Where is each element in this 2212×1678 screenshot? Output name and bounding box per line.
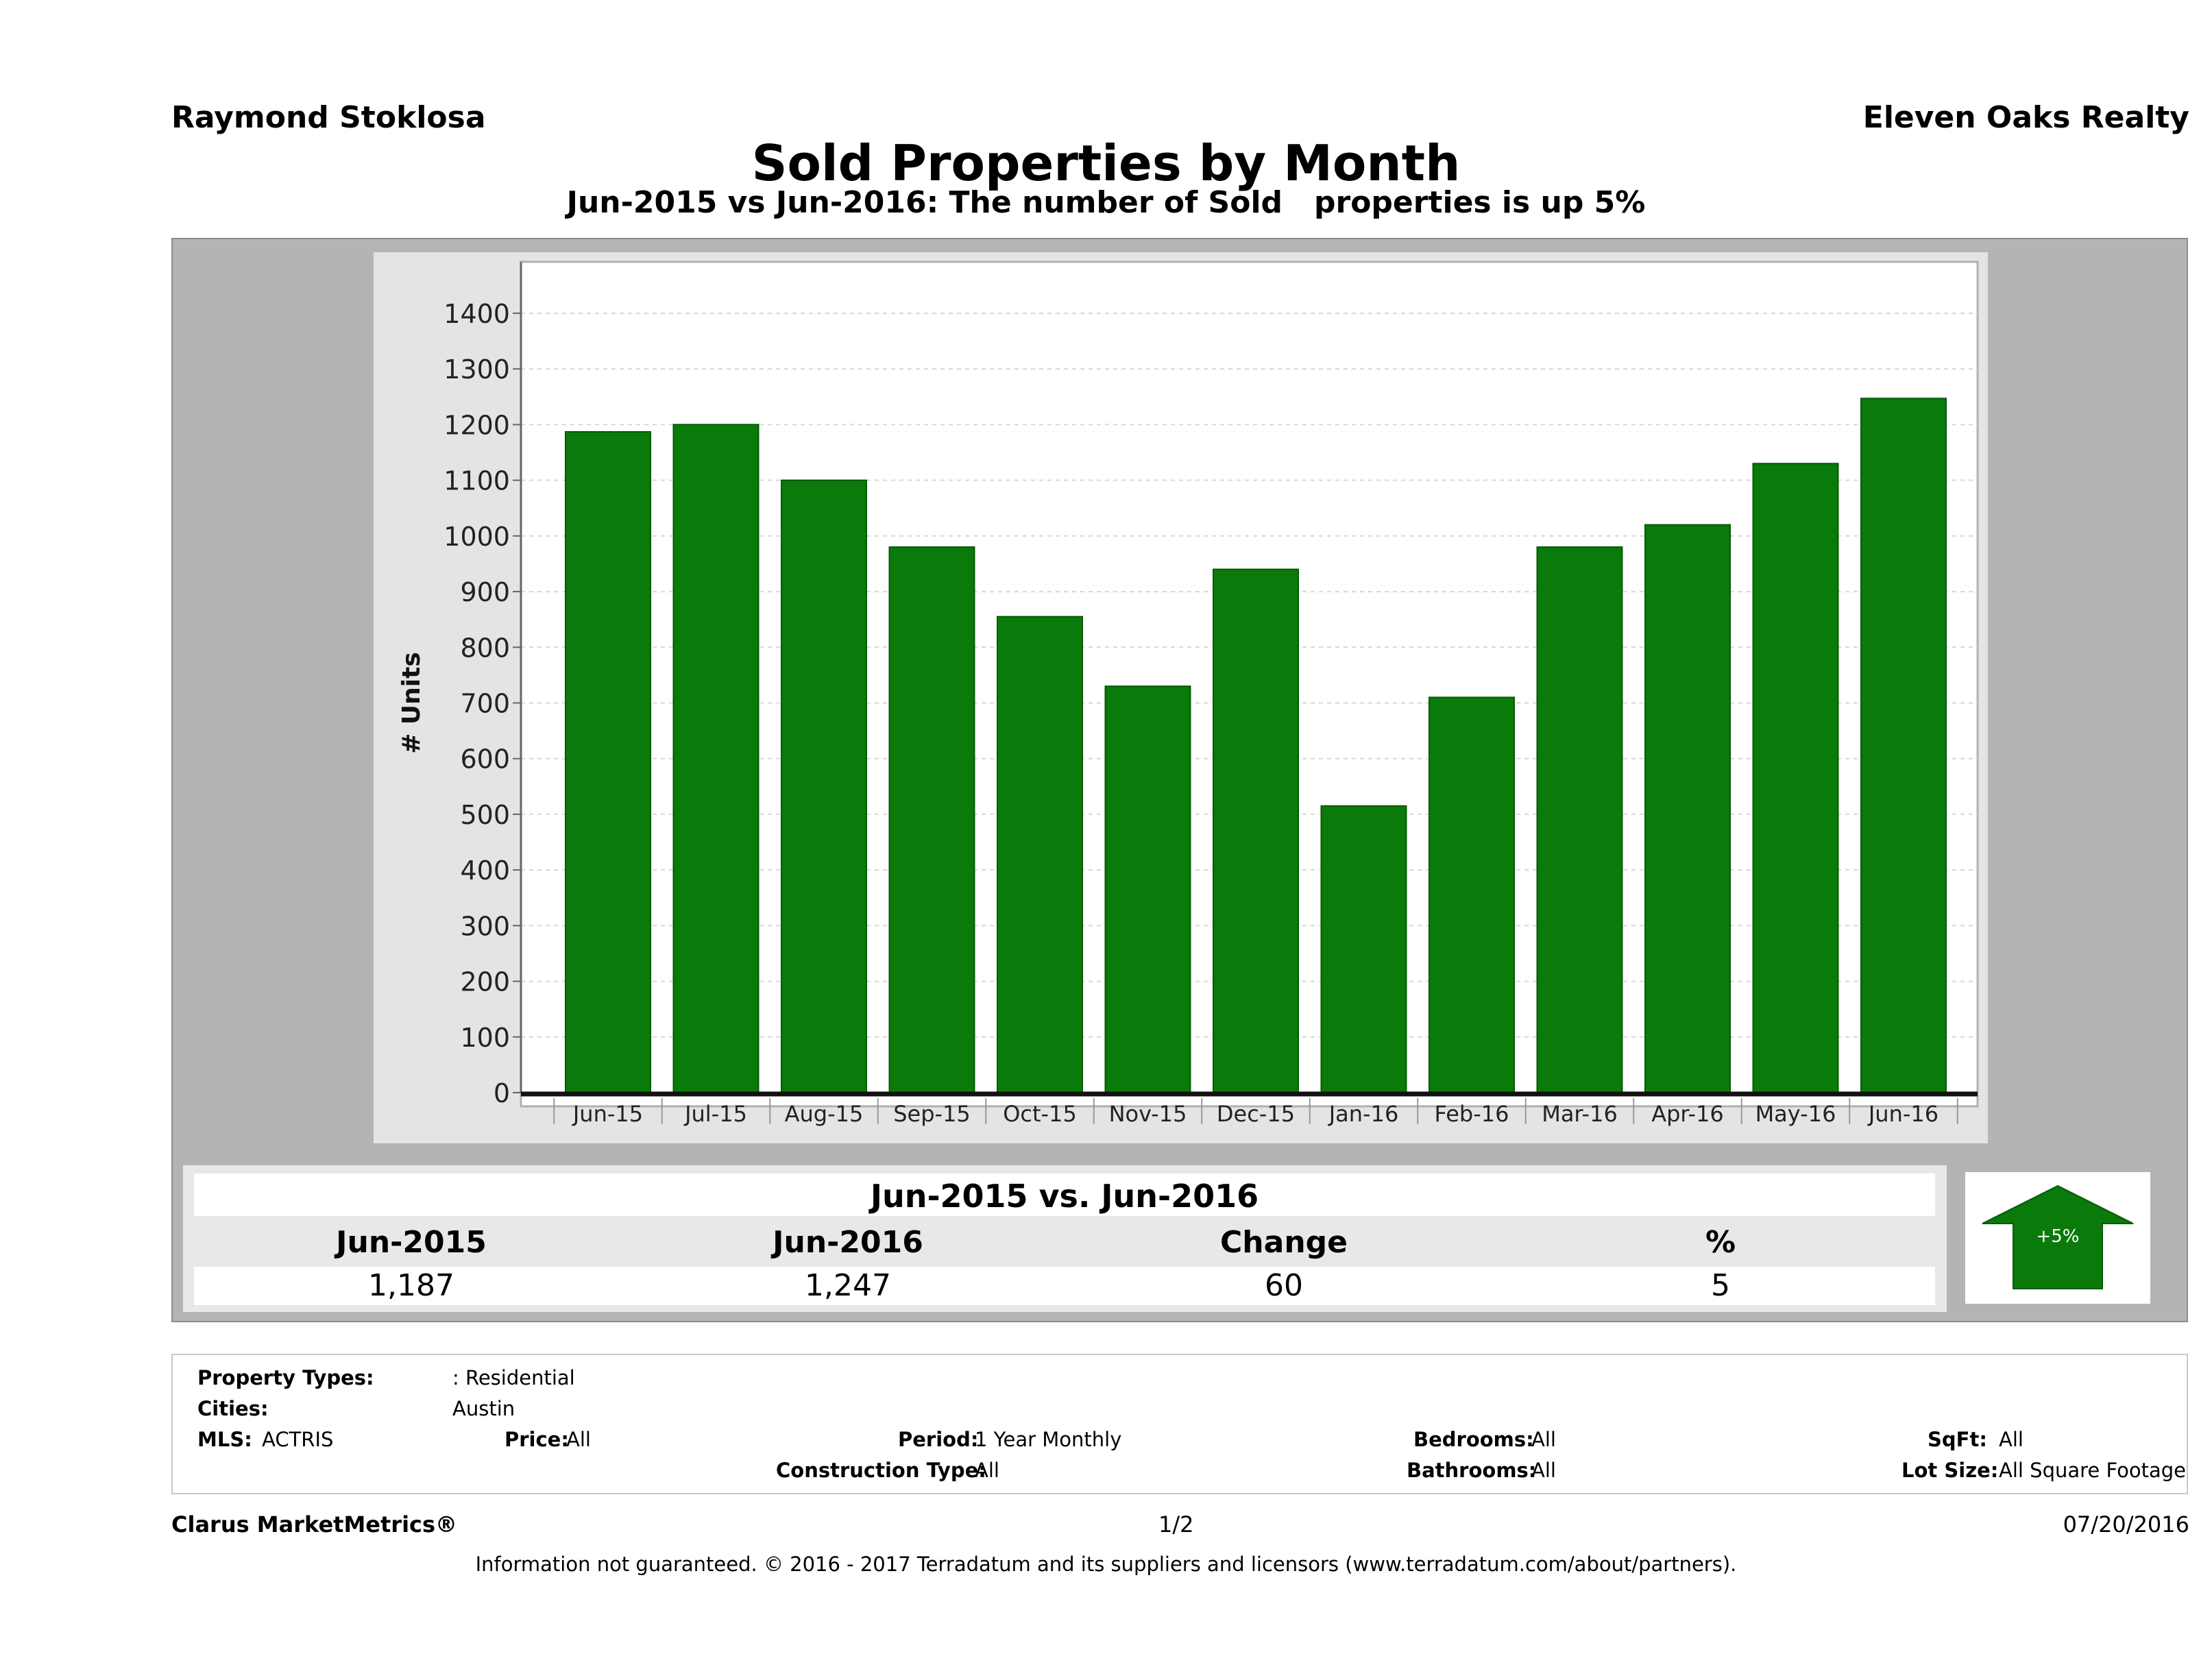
bar [1104, 685, 1191, 1093]
summary-header-change: Change [1220, 1225, 1348, 1260]
brokerage-name: Eleven Oaks Realty [1862, 100, 2189, 135]
mls-label: MLS: [197, 1428, 252, 1451]
bathrooms-value: All [1531, 1459, 1556, 1482]
x-tick-label: Feb-16 [1435, 1101, 1509, 1127]
x-tick-label: May-16 [1755, 1101, 1836, 1127]
sqft-value: All [1999, 1428, 2023, 1451]
y-tick-label: 900 [460, 577, 510, 607]
footer-brand: Clarus MarketMetrics® [171, 1511, 458, 1537]
x-tick-label: Jun-16 [1867, 1101, 1938, 1127]
bar [1536, 546, 1623, 1094]
agent-name: Raymond Stoklosa [171, 100, 486, 135]
page-number: 1/2 [1158, 1511, 1194, 1537]
period-label: Period: [898, 1428, 979, 1451]
y-tick-label: 200 [460, 967, 510, 997]
summary-value-change: 60 [1265, 1268, 1303, 1303]
bar [1213, 568, 1299, 1094]
summary-value-jun-2016: 1,247 [805, 1268, 891, 1303]
filter-criteria-panel [171, 1354, 2188, 1494]
cities-value: Austin [452, 1397, 515, 1420]
summary-header-jun-2015: Jun-2015 [336, 1225, 487, 1260]
property-types-label: Property Types: [197, 1366, 374, 1389]
y-tick-label: 400 [460, 855, 510, 886]
price-label: Price: [505, 1428, 569, 1451]
report-date: 07/20/2016 [2063, 1511, 2189, 1537]
bar [888, 546, 975, 1094]
change-badge-label: +5% [2036, 1226, 2079, 1247]
lot-size-value: All Square Footage [1999, 1459, 2187, 1482]
lot-size-label: Lot Size: [1901, 1459, 1999, 1482]
y-tick-label: 1000 [443, 522, 510, 552]
summary-title-row [194, 1174, 1935, 1216]
bar [1320, 805, 1407, 1093]
period-value: 1 Year Monthly [975, 1428, 1122, 1451]
bar [672, 424, 759, 1093]
summary-values-row [194, 1267, 1935, 1305]
disclaimer: Information not guaranteed. © 2016 - 201… [475, 1553, 1737, 1576]
construction-type-value: All [975, 1459, 999, 1482]
price-value: All [566, 1428, 591, 1451]
summary-value-percent: 5 [1711, 1268, 1730, 1303]
summary-value-jun-2015: 1,187 [368, 1268, 454, 1303]
y-tick-label: 300 [460, 911, 510, 941]
sqft-label: SqFt: [1928, 1428, 1987, 1451]
bar [1752, 463, 1839, 1093]
construction-type-label: Construction Type: [776, 1459, 986, 1482]
x-tick-label: Sep-15 [893, 1101, 971, 1127]
cities-label: Cities: [197, 1397, 269, 1420]
y-tick-label: 0 [494, 1078, 510, 1108]
y-tick-label: 1400 [443, 299, 510, 329]
bar [781, 479, 867, 1093]
bar [997, 616, 1083, 1093]
y-tick-label: 1200 [443, 410, 510, 440]
x-tick-label: Jan-16 [1328, 1101, 1399, 1127]
y-tick-label: 700 [460, 689, 510, 719]
summary-header-jun-2016: Jun-2016 [773, 1225, 923, 1260]
up-arrow-icon: +5% [1982, 1184, 2134, 1289]
y-tick-label: 500 [460, 800, 510, 830]
bar [565, 430, 651, 1093]
y-tick-label: 1300 [443, 354, 510, 385]
x-tick-label: Apr-16 [1651, 1101, 1724, 1127]
x-tick-label: Jun-15 [572, 1101, 643, 1127]
bar [1860, 398, 1947, 1093]
x-tick-label: Oct-15 [1003, 1101, 1077, 1127]
bathrooms-label: Bathrooms: [1407, 1459, 1537, 1482]
bedrooms-label: Bedrooms: [1413, 1428, 1534, 1451]
x-tick-label: Nov-15 [1109, 1101, 1187, 1127]
summary-title: Jun-2015 vs. Jun-2016 [870, 1178, 1259, 1215]
y-axis-label: # Units [398, 652, 426, 754]
x-tick-label: Aug-15 [785, 1101, 864, 1127]
x-tick-label: Dec-15 [1217, 1101, 1295, 1127]
y-tick-label: 100 [460, 1023, 510, 1053]
y-tick-label: 800 [460, 633, 510, 663]
bar-chart: 0 100 200 300 400 500 600 700 800 900 1000 1100 1200… [398, 260, 1979, 1127]
bedrooms-value: All [1531, 1428, 1556, 1451]
x-tick-label: Jul-15 [683, 1101, 747, 1127]
y-tick-label: 1100 [443, 466, 510, 496]
property-types-value: : Residential [452, 1366, 575, 1389]
mls-value: ACTRIS [262, 1428, 334, 1451]
summary-header-percent: % [1705, 1225, 1736, 1260]
page-subtitle: Jun-2015 vs Jun-2016: The number of Sold… [566, 185, 1646, 220]
bar [1644, 524, 1731, 1094]
x-tick-label: Mar-16 [1542, 1101, 1618, 1127]
page-title: Sold Properties by Month [751, 134, 1461, 192]
y-tick-label: 600 [460, 744, 510, 775]
bar [1429, 696, 1515, 1093]
